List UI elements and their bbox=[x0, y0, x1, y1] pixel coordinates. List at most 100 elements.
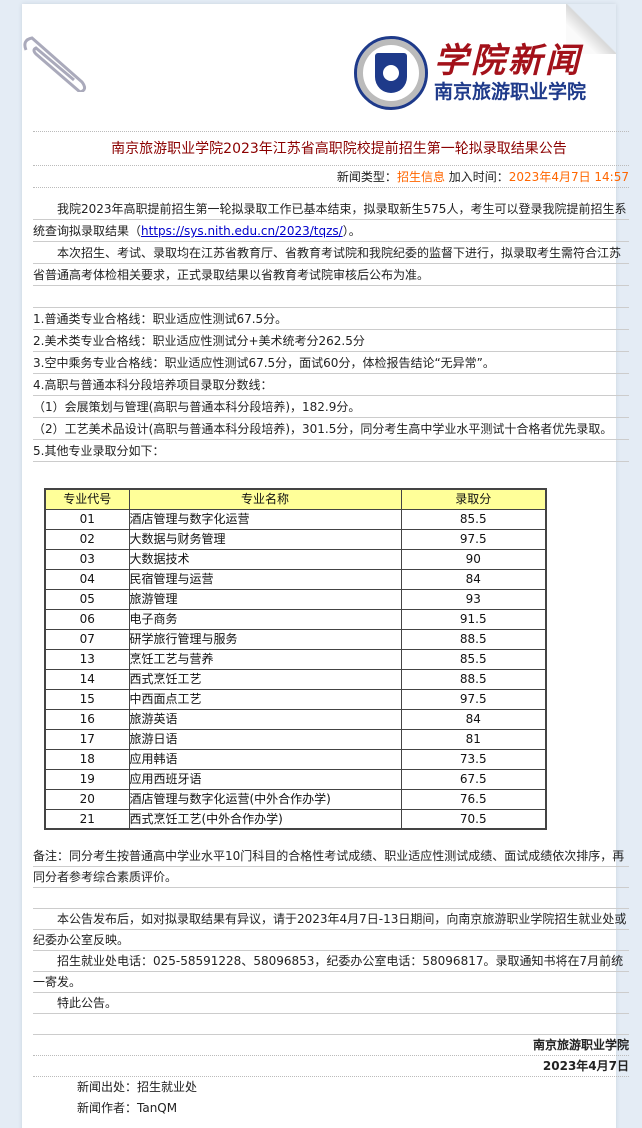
cell-score: 84 bbox=[400, 568, 547, 590]
table-row: 07 研学旅行管理与服务 88.5 bbox=[44, 628, 547, 650]
cell-score: 93 bbox=[400, 588, 547, 610]
header-score: 录取分 bbox=[400, 488, 547, 510]
time-value: 2023年4月7日 14:57 bbox=[508, 170, 629, 184]
table-row: 06 电子商务 91.5 bbox=[44, 608, 547, 630]
time-label: 加入时间： bbox=[444, 170, 509, 184]
article-content: 南京旅游职业学院2023年江苏省高职院校提前招生第一轮拟录取结果公告 新闻类型：… bbox=[33, 126, 629, 462]
cell-code: 19 bbox=[44, 768, 130, 790]
cell-code: 15 bbox=[44, 688, 130, 710]
table-row: 17 旅游日语 81 bbox=[44, 728, 547, 750]
cell-score: 91.5 bbox=[400, 608, 547, 630]
cell-score: 85.5 bbox=[400, 648, 547, 670]
cell-code: 21 bbox=[44, 808, 130, 830]
cell-score: 67.5 bbox=[400, 768, 547, 790]
article-title: 南京旅游职业学院2023年江苏省高职院校提前招生第一轮拟录取结果公告 bbox=[33, 132, 629, 166]
logo-title: 学院新闻 bbox=[434, 41, 582, 81]
cell-score: 84 bbox=[400, 708, 547, 730]
page-curl bbox=[566, 4, 616, 54]
header-code: 专业代号 bbox=[44, 488, 130, 510]
cell-name: 烹饪工艺与营养 bbox=[128, 648, 402, 670]
table-row: 21 西式烹饪工艺(中外合作办学) 70.5 bbox=[44, 808, 547, 830]
intro-paragraph-1: 我院2023年高职提前招生第一轮拟录取工作已基本结束，拟录取新生575人，考生可… bbox=[33, 198, 629, 242]
cell-score: 88.5 bbox=[400, 628, 547, 650]
cell-name: 旅游管理 bbox=[128, 588, 402, 610]
table-row: 19 应用西班牙语 67.5 bbox=[44, 768, 547, 790]
cell-score: 97.5 bbox=[400, 528, 547, 550]
cell-name: 大数据技术 bbox=[128, 548, 402, 570]
news-logo: 学院新闻 南京旅游职业学院 bbox=[354, 36, 586, 110]
cell-code: 17 bbox=[44, 728, 130, 750]
cell-code: 01 bbox=[44, 508, 130, 530]
cell-score: 73.5 bbox=[400, 748, 547, 770]
sign-date: 2023年4月7日 bbox=[33, 1056, 629, 1077]
cell-code: 07 bbox=[44, 628, 130, 650]
cell-name: 西式烹饪工艺 bbox=[128, 668, 402, 690]
cell-name: 应用韩语 bbox=[128, 748, 402, 770]
item-4: 4.高职与普通本科分段培养项目录取分数线： bbox=[33, 374, 629, 396]
news-source: 新闻出处：招生就业处 bbox=[77, 1080, 198, 1094]
cell-name: 大数据与财务管理 bbox=[128, 528, 402, 550]
cell-score: 70.5 bbox=[400, 808, 547, 830]
table-row: 20 酒店管理与数字化运营(中外合作办学) 76.5 bbox=[44, 788, 547, 810]
table-row: 05 旅游管理 93 bbox=[44, 588, 547, 610]
cell-score: 85.5 bbox=[400, 508, 547, 530]
type-label: 新闻类型： bbox=[336, 170, 397, 184]
type-value[interactable]: 招生信息 bbox=[396, 170, 445, 184]
objection-paragraph: 本公告发布后，如对拟录取结果有异议，请于2023年4月7日-13日期间，向南京旅… bbox=[33, 909, 629, 951]
table-row: 02 大数据与财务管理 97.5 bbox=[44, 528, 547, 550]
item-5: 5.其他专业录取分如下： bbox=[33, 440, 629, 462]
cell-code: 02 bbox=[44, 528, 130, 550]
cell-code: 04 bbox=[44, 568, 130, 590]
cell-code: 05 bbox=[44, 588, 130, 610]
item-4-1: （1）会展策划与管理(高职与普通本科分段培养)，182.9分。 bbox=[33, 396, 629, 418]
cell-name: 中西面点工艺 bbox=[128, 688, 402, 710]
cell-code: 16 bbox=[44, 708, 130, 730]
cell-name: 酒店管理与数字化运营(中外合作办学) bbox=[128, 788, 402, 810]
table-row: 14 西式烹饪工艺 88.5 bbox=[44, 668, 547, 690]
article-footer-section: 备注：同分考生按普通高中学业水平10门科目的合格性考试成绩、职业适应性测试成绩、… bbox=[33, 846, 629, 1119]
item-3: 3.空中乘务专业合格线：职业适应性测试67.5分，面试60分，体检报告结论“无异… bbox=[33, 352, 629, 374]
cell-code: 06 bbox=[44, 608, 130, 630]
signature: 南京旅游职业学院 bbox=[33, 1035, 629, 1056]
cell-code: 03 bbox=[44, 548, 130, 570]
school-seal-icon bbox=[354, 36, 428, 110]
paperclip-icon bbox=[23, 36, 87, 92]
table-section: 专业代号 专业名称 录取分 01 酒店管理与数字化运营 85.5 02 大数据与财务管理… bbox=[33, 488, 629, 830]
closing: 特此公告。 bbox=[33, 993, 629, 1014]
cell-name: 应用西班牙语 bbox=[128, 768, 402, 790]
table-row: 03 大数据技术 90 bbox=[44, 548, 547, 570]
note: 备注：同分考生按普通高中学业水平10门科目的合格性考试成绩、职业适应性测试成绩、… bbox=[33, 846, 629, 888]
intro-paragraph-2: 本次招生、考试、录取均在江苏省教育厅、省教育考试院和我院纪委的监督下进行，拟录取… bbox=[33, 242, 629, 286]
score-table: 专业代号 专业名称 录取分 01 酒店管理与数字化运营 85.5 02 大数据与财务管理… bbox=[44, 488, 547, 830]
phone-paragraph: 招生就业处电话：025-58591228、58096853，纪委办公室电话：58… bbox=[33, 951, 629, 993]
cell-code: 18 bbox=[44, 748, 130, 770]
article-meta: 新闻类型：招生信息 加入时间：2023年4月7日 14:57 bbox=[33, 166, 629, 188]
cell-name: 电子商务 bbox=[128, 608, 402, 630]
cell-code: 14 bbox=[44, 668, 130, 690]
cell-name: 酒店管理与数字化运营 bbox=[128, 508, 402, 530]
cell-name: 西式烹饪工艺(中外合作办学) bbox=[128, 808, 402, 830]
cell-code: 13 bbox=[44, 648, 130, 670]
cell-name: 研学旅行管理与服务 bbox=[128, 628, 402, 650]
news-author: 新闻作者：TanQM bbox=[77, 1101, 178, 1115]
cell-score: 88.5 bbox=[400, 668, 547, 690]
item-2: 2.美术类专业合格线：职业适应性测试分+美术统考分262.5分 bbox=[33, 330, 629, 352]
cell-score: 81 bbox=[400, 728, 547, 750]
query-link[interactable]: https://sys.nith.edu.cn/2023/tqzs/ bbox=[141, 224, 343, 238]
item-1: 1.普通类专业合格线：职业适应性测试67.5分。 bbox=[33, 308, 629, 330]
cell-score: 76.5 bbox=[400, 788, 547, 810]
cell-score: 97.5 bbox=[400, 688, 547, 710]
cell-code: 20 bbox=[44, 788, 130, 810]
cell-name: 民宿管理与运营 bbox=[128, 568, 402, 590]
table-row: 18 应用韩语 73.5 bbox=[44, 748, 547, 770]
table-row: 15 中西面点工艺 97.5 bbox=[44, 688, 547, 710]
table-row: 16 旅游英语 84 bbox=[44, 708, 547, 730]
cell-name: 旅游英语 bbox=[128, 708, 402, 730]
table-row: 01 酒店管理与数字化运营 85.5 bbox=[44, 508, 547, 530]
header-name: 专业名称 bbox=[128, 488, 402, 510]
cell-name: 旅游日语 bbox=[128, 728, 402, 750]
logo-school: 南京旅游职业学院 bbox=[434, 81, 587, 103]
table-row: 04 民宿管理与运营 84 bbox=[44, 568, 547, 590]
table-row: 13 烹饪工艺与营养 85.5 bbox=[44, 648, 547, 670]
item-4-2: （2）工艺美术品设计(高职与普通本科分段培养)，301.5分，同分考生高中学业水… bbox=[33, 418, 629, 440]
